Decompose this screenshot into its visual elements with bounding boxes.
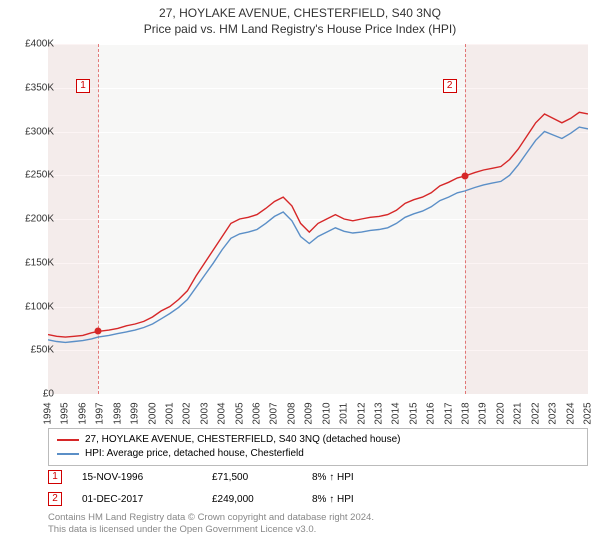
transaction-price: £249,000 bbox=[212, 494, 292, 505]
transaction-hpi: 8% ↑ HPI bbox=[312, 472, 392, 483]
footer-line: Contains HM Land Registry data © Crown c… bbox=[48, 512, 374, 524]
footer-line: This data is licensed under the Open Gov… bbox=[48, 524, 374, 536]
x-axis-label: 2020 bbox=[495, 399, 506, 429]
transaction-price: £71,500 bbox=[212, 472, 292, 483]
x-axis-label: 2024 bbox=[565, 399, 576, 429]
x-axis-label: 2007 bbox=[269, 399, 280, 429]
legend-label: HPI: Average price, detached house, Ches… bbox=[85, 447, 304, 461]
x-axis-label: 2021 bbox=[513, 399, 524, 429]
legend-item: 27, HOYLAKE AVENUE, CHESTERFIELD, S40 3N… bbox=[57, 433, 579, 447]
x-axis-label: 2005 bbox=[234, 399, 245, 429]
y-axis-label: £50K bbox=[8, 345, 54, 356]
x-axis-label: 1999 bbox=[130, 399, 141, 429]
x-axis-label: 2016 bbox=[426, 399, 437, 429]
y-axis-label: £300K bbox=[8, 126, 54, 137]
transaction-point bbox=[461, 173, 468, 180]
legend-swatch bbox=[57, 439, 79, 441]
x-axis-label: 2019 bbox=[478, 399, 489, 429]
x-axis-label: 2001 bbox=[164, 399, 175, 429]
x-axis-label: 2023 bbox=[548, 399, 559, 429]
x-axis-label: 2008 bbox=[286, 399, 297, 429]
legend-item: HPI: Average price, detached house, Ches… bbox=[57, 447, 579, 461]
x-axis-label: 2011 bbox=[339, 399, 350, 429]
footer: Contains HM Land Registry data © Crown c… bbox=[48, 512, 374, 537]
x-axis-label: 2012 bbox=[356, 399, 367, 429]
chart-subtitle: Price paid vs. HM Land Registry's House … bbox=[0, 20, 600, 40]
transaction-marker: 2 bbox=[48, 492, 62, 506]
y-axis-label: £250K bbox=[8, 170, 54, 181]
transaction-date: 15-NOV-1996 bbox=[82, 472, 192, 483]
transaction-hpi: 8% ↑ HPI bbox=[312, 494, 392, 505]
x-axis-label: 2013 bbox=[373, 399, 384, 429]
x-axis-label: 2003 bbox=[199, 399, 210, 429]
y-axis-label: £200K bbox=[8, 214, 54, 225]
y-axis-label: £100K bbox=[8, 301, 54, 312]
transactions-table: 1 15-NOV-1996 £71,500 8% ↑ HPI 2 01-DEC-… bbox=[48, 466, 588, 510]
transaction-row: 1 15-NOV-1996 £71,500 8% ↑ HPI bbox=[48, 466, 588, 488]
y-axis-label: £150K bbox=[8, 257, 54, 268]
x-axis-label: 2015 bbox=[408, 399, 419, 429]
x-axis-label: 2000 bbox=[147, 399, 158, 429]
chart-container: 27, HOYLAKE AVENUE, CHESTERFIELD, S40 3N… bbox=[0, 0, 600, 560]
x-axis-label: 2025 bbox=[583, 399, 594, 429]
x-axis-label: 2018 bbox=[461, 399, 472, 429]
legend-label: 27, HOYLAKE AVENUE, CHESTERFIELD, S40 3N… bbox=[85, 433, 401, 447]
x-axis-label: 2010 bbox=[321, 399, 332, 429]
x-axis-label: 2002 bbox=[182, 399, 193, 429]
x-axis-label: 1997 bbox=[95, 399, 106, 429]
x-axis-label: 1996 bbox=[77, 399, 88, 429]
transaction-row: 2 01-DEC-2017 £249,000 8% ↑ HPI bbox=[48, 488, 588, 510]
transaction-point bbox=[94, 328, 101, 335]
x-axis-label: 1994 bbox=[43, 399, 54, 429]
plot-area: 12 bbox=[48, 44, 588, 394]
y-axis-label: £400K bbox=[8, 39, 54, 50]
x-axis-label: 2017 bbox=[443, 399, 454, 429]
chart-title: 27, HOYLAKE AVENUE, CHESTERFIELD, S40 3N… bbox=[0, 0, 600, 20]
x-axis-label: 2004 bbox=[217, 399, 228, 429]
transaction-date: 01-DEC-2017 bbox=[82, 494, 192, 505]
x-axis-label: 1995 bbox=[60, 399, 71, 429]
x-axis-label: 2009 bbox=[304, 399, 315, 429]
x-axis-label: 2006 bbox=[252, 399, 263, 429]
x-axis-label: 2014 bbox=[391, 399, 402, 429]
x-axis-label: 2022 bbox=[530, 399, 541, 429]
transaction-marker: 1 bbox=[48, 470, 62, 484]
y-axis-label: £350K bbox=[8, 82, 54, 93]
x-axis-label: 1998 bbox=[112, 399, 123, 429]
legend: 27, HOYLAKE AVENUE, CHESTERFIELD, S40 3N… bbox=[48, 428, 588, 466]
legend-swatch bbox=[57, 453, 79, 455]
